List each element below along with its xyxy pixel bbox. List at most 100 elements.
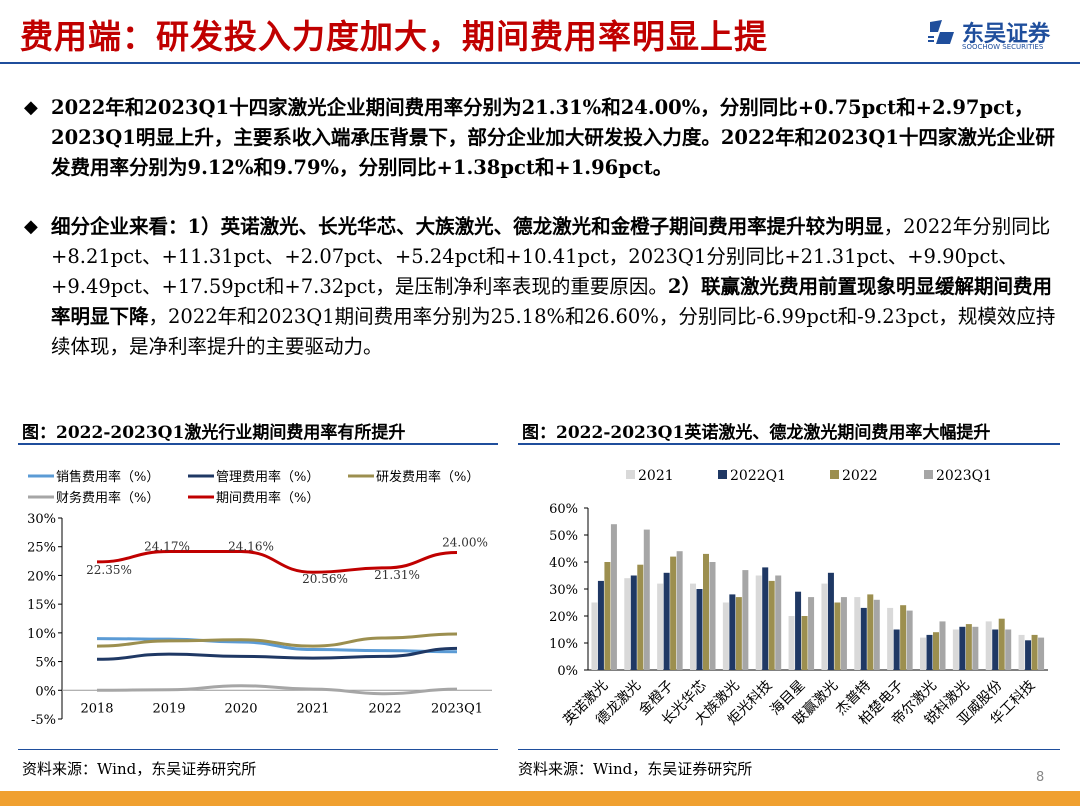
bar — [1018, 634, 1025, 670]
bar — [637, 564, 644, 670]
series-line-4 — [96, 549, 458, 574]
company-expense-bar-chart: 2021 2022Q1 2022 2023Q1 0% 10% 20% 30% 40% 50% 60%… — [549, 468, 1048, 728]
bar — [952, 629, 959, 670]
bar — [663, 572, 670, 670]
y-tick-label: 10% — [549, 637, 578, 652]
bar — [926, 634, 933, 670]
bar — [742, 570, 749, 670]
bar — [834, 602, 841, 670]
bar — [722, 602, 729, 670]
bar — [1038, 637, 1045, 670]
bar — [610, 524, 617, 670]
bullet-2-bold-2: 2）联赢激光费用前置现象明显缓解期间费用率明显下降 — [51, 275, 1052, 328]
y-tick-label: 30% — [549, 583, 578, 598]
bar — [657, 583, 664, 670]
y-tick-label: 10% — [27, 627, 56, 642]
bullet-text-1: 2022年和2023Q1十四家激光企业期间费用率分别为21.31%和24.00%… — [51, 96, 1055, 179]
data-label: 20.56% — [302, 572, 348, 586]
company-logo: 东吴证券 SOOCHOW SECURITIES — [926, 18, 1072, 54]
sooochow-logo-icon — [928, 20, 954, 44]
bar — [624, 578, 631, 670]
legend-swatch-3 — [924, 470, 933, 479]
bar — [690, 583, 696, 670]
series-line-2 — [96, 632, 458, 648]
bar — [906, 610, 913, 670]
bullet-2-normal-1: ，2022年分别同比+8.21pct、+11.31pct、+2.07pct、+5… — [51, 215, 1051, 298]
bar — [630, 575, 637, 670]
bar — [992, 629, 999, 670]
bar — [887, 607, 894, 670]
bar — [998, 618, 1005, 670]
legend-label-1: 2022Q1 — [730, 468, 786, 484]
diamond-bullet-icon: ◆ — [24, 216, 38, 237]
diamond-bullet-icon: ◆ — [24, 97, 38, 118]
data-label: 24.00% — [442, 535, 488, 549]
legend-label-3: 财务费用率（%） — [56, 490, 159, 506]
footer-bar — [0, 791, 1080, 806]
bar — [795, 591, 802, 670]
y-tick-label: 25% — [27, 541, 56, 556]
bar — [676, 551, 683, 670]
y-tick-label: 15% — [27, 598, 56, 613]
bar — [788, 616, 795, 670]
expense-ratio-line-chart: 销售费用率（%） 管理费用率（%） 研发费用率（%） 财务费用率（%） 期间费用率（%）… — [27, 469, 492, 728]
x-tick-label: 2019 — [152, 701, 185, 716]
series-line-1 — [96, 646, 458, 661]
bar — [696, 589, 703, 670]
bar — [735, 597, 742, 670]
y-tick-label: 60% — [549, 502, 578, 517]
legend-label-0: 2021 — [638, 468, 674, 484]
bar — [821, 583, 828, 670]
legend-swatch-0 — [626, 470, 635, 479]
bar — [827, 572, 834, 670]
bar — [597, 580, 604, 670]
bar — [643, 529, 650, 670]
legend-label-2: 研发费用率（%） — [376, 469, 479, 485]
bullet-2-normal-2: ，2022年和2023Q1期间费用率分别为25.18%和26.60%，分别同比-… — [51, 305, 1056, 358]
bar — [801, 616, 808, 670]
page-title: 费用端：研发投入力度加大，期间费用率明显上提 — [20, 17, 768, 56]
legend-swatch-1 — [718, 470, 727, 479]
data-label: 24.17% — [144, 539, 190, 553]
bar — [854, 597, 861, 670]
bar — [775, 575, 782, 670]
bar — [939, 621, 946, 670]
left-chart-source: 资料来源：Wind，东吴证券研究所 — [22, 760, 257, 778]
bar — [1025, 640, 1032, 670]
bar — [591, 602, 598, 670]
header-divider — [0, 62, 1080, 64]
page-number: 8 — [1036, 770, 1045, 785]
bar — [920, 637, 926, 670]
bar — [959, 626, 966, 670]
legend-label-1: 管理费用率（%） — [216, 469, 319, 485]
bullet-text-2: 细分企业来看：1）英诺激光、长光华芯、大族激光、德龙激光和金橙子期间费用率提升较… — [51, 212, 1061, 362]
legend-label-2: 2022 — [842, 468, 878, 484]
bar — [670, 556, 677, 670]
logo-text-en: SOOCHOW SECURITIES — [962, 43, 1044, 51]
bar — [768, 580, 775, 670]
y-tick-label: 5% — [35, 656, 56, 671]
left-chart-top-rule — [18, 443, 498, 445]
left-chart-bottom-rule — [18, 749, 498, 750]
y-tick-label: 20% — [549, 610, 578, 625]
right-chart-bottom-rule — [518, 749, 1060, 750]
bar — [729, 594, 736, 670]
x-tick-label: 2021 — [296, 701, 329, 716]
data-label: 22.35% — [86, 563, 132, 577]
bar — [965, 624, 972, 670]
y-tick-label: 0% — [557, 664, 578, 679]
x-tick-label: 2023Q1 — [431, 701, 483, 716]
y-tick-label: 50% — [549, 529, 578, 544]
series-line-0 — [96, 637, 458, 654]
bar — [808, 597, 815, 670]
bar — [755, 575, 762, 670]
left-chart-heading: 图：2022-2023Q1激光行业期间费用率有所提升 — [22, 423, 406, 443]
bar — [703, 553, 709, 670]
right-chart-heading: 图：2022-2023Q1英诺激光、德龙激光期间费用率大幅提升 — [522, 423, 991, 443]
bar — [840, 597, 847, 670]
bar — [604, 562, 611, 670]
y-tick-label: -5% — [31, 713, 56, 728]
bar — [893, 629, 900, 670]
y-tick-label: 20% — [27, 569, 56, 584]
bar — [900, 605, 907, 670]
